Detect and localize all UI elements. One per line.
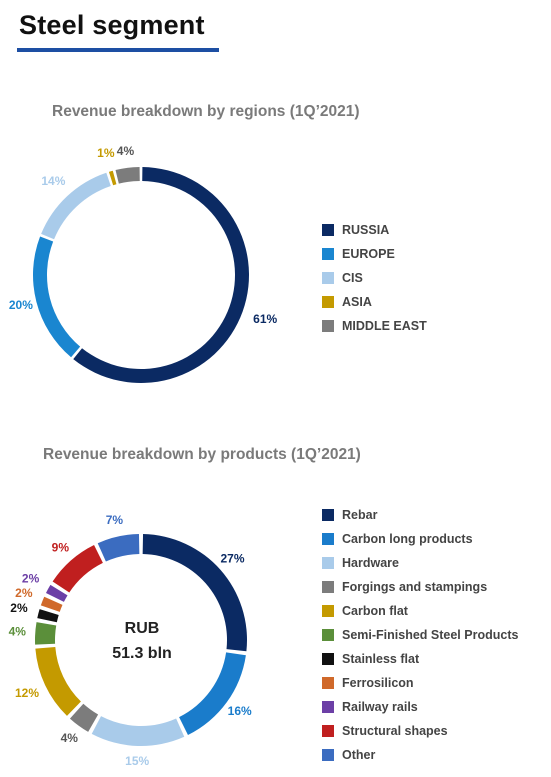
- products-slice-forgings-and-stampings: [69, 703, 99, 732]
- regions-legend-label: MIDDLE EAST: [342, 319, 427, 333]
- products-legend-item-hardware: Hardware: [322, 551, 518, 575]
- products-label-stainless-flat: 2%: [10, 601, 28, 615]
- regions-donut: 61% 20% 14% 1% 4%: [9, 144, 278, 383]
- products-slice-semi-finished-steel-products: [34, 622, 57, 645]
- regions-legend-item-europe: EUROPE: [322, 242, 427, 266]
- products-donut: 27%16%15%4%12%4%2%2%2%9%7%: [9, 513, 252, 768]
- regions-legend-swatch: [322, 296, 334, 308]
- products-legend-label: Forgings and stampings: [342, 580, 488, 594]
- products-label-hardware: 15%: [125, 754, 149, 768]
- products-legend-item-carbon-flat: Carbon flat: [322, 599, 518, 623]
- regions-legend-label: EUROPE: [342, 247, 395, 261]
- products-label-semi-finished-steel-products: 4%: [9, 624, 27, 638]
- regions-slice-europe: [32, 236, 81, 358]
- regions-legend-label: ASIA: [342, 295, 372, 309]
- regions-label-russia: 61%: [253, 312, 277, 326]
- products-label-carbon-flat: 12%: [15, 686, 39, 700]
- regions-legend-item-asia: ASIA: [322, 290, 427, 314]
- products-legend-swatch: [322, 653, 334, 665]
- regions-slice-russia: [73, 167, 250, 383]
- products-legend-swatch: [322, 749, 334, 761]
- regions-legend-swatch: [322, 248, 334, 260]
- regions-slice-asia: [108, 170, 117, 186]
- products-slice-structural-shapes: [52, 544, 103, 593]
- title-underline: [17, 48, 219, 52]
- products-label-structural-shapes: 9%: [52, 541, 70, 555]
- regions-legend-label: RUSSIA: [342, 223, 390, 237]
- products-legend-item-ferrosilicon: Ferrosilicon: [322, 671, 518, 695]
- products-legend-label: Ferrosilicon: [342, 676, 414, 690]
- products-legend-swatch: [322, 581, 334, 593]
- products-legend-label: Carbon long products: [342, 532, 473, 546]
- products-legend-swatch: [322, 677, 334, 689]
- products-slice-carbon-flat: [35, 647, 81, 716]
- products-legend-swatch: [322, 629, 334, 641]
- products-label-forgings-and-stampings: 4%: [61, 731, 79, 745]
- products-legend-item-carbon-long-products: Carbon long products: [322, 527, 518, 551]
- donut-center-currency: RUB: [124, 620, 160, 637]
- products-legend-swatch: [322, 557, 334, 569]
- products-legend-swatch: [322, 509, 334, 521]
- products-legend-label: Structural shapes: [342, 724, 448, 738]
- products-label-other: 7%: [106, 513, 124, 527]
- products-legend-label: Carbon flat: [342, 604, 408, 618]
- donut-center-total: 51.3 bln: [112, 645, 172, 662]
- products-legend-swatch: [322, 725, 334, 737]
- regions-legend-label: CIS: [342, 271, 363, 285]
- products-label-rebar: 27%: [220, 551, 244, 565]
- products-slice-stainless-flat: [37, 609, 59, 623]
- regions-label-asia: 1%: [97, 146, 115, 160]
- regions-slice-cis: [41, 172, 111, 240]
- regions-legend-item-russia: RUSSIA: [322, 218, 427, 242]
- regions-label-europe: 20%: [9, 298, 33, 312]
- regions-chart-title: Revenue breakdown by regions (1Q’2021): [52, 103, 360, 120]
- products-legend-label: Railway rails: [342, 700, 418, 714]
- products-legend-item-railway-rails: Railway rails: [322, 695, 518, 719]
- regions-legend-swatch: [322, 272, 334, 284]
- products-legend-label: Hardware: [342, 556, 399, 570]
- regions-legend-item-cis: CIS: [322, 266, 427, 290]
- products-label-railway-rails: 2%: [22, 571, 40, 585]
- regions-legend-item-middle-east: MIDDLE EAST: [322, 314, 427, 338]
- products-slice-hardware: [91, 716, 185, 746]
- products-label-carbon-long-products: 16%: [228, 704, 252, 718]
- regions-legend-swatch: [322, 224, 334, 236]
- products-legend-label: Other: [342, 748, 376, 762]
- products-label-ferrosilicon: 2%: [15, 586, 33, 600]
- regions-label-middle-east: 4%: [117, 144, 135, 158]
- products-legend-item-other: Other: [322, 743, 518, 767]
- regions-legend: RUSSIA EUROPE CIS ASIA MIDDLE EAST: [322, 218, 427, 338]
- regions-slice-middle-east: [115, 167, 140, 184]
- products-legend-item-semi-finished-steel-products: Semi-Finished Steel Products: [322, 623, 518, 647]
- products-legend: Rebar Carbon long products Hardware Forging…: [322, 503, 518, 767]
- products-legend-item-stainless-flat: Stainless flat: [322, 647, 518, 671]
- products-legend-label: Semi-Finished Steel Products: [342, 628, 519, 642]
- products-slice-other: [97, 534, 140, 562]
- products-legend-item-forgings-and-stampings: Forgings and stampings: [322, 575, 518, 599]
- products-slice-ferrosilicon: [40, 596, 63, 612]
- products-legend-item-rebar: Rebar: [322, 503, 518, 527]
- page-title: Steel segment: [19, 10, 205, 40]
- products-legend-swatch: [322, 701, 334, 713]
- regions-label-cis: 14%: [41, 174, 65, 188]
- products-legend-label: Stainless flat: [342, 652, 420, 666]
- products-slice-carbon-long-products: [179, 652, 246, 736]
- products-legend-label: Rebar: [342, 508, 378, 522]
- products-legend-swatch: [322, 605, 334, 617]
- products-legend-swatch: [322, 533, 334, 545]
- regions-legend-swatch: [322, 320, 334, 332]
- products-chart-title: Revenue breakdown by products (1Q’2021): [43, 446, 361, 463]
- products-slice-railway-rails: [45, 584, 68, 602]
- products-slice-rebar: [142, 534, 248, 652]
- products-legend-item-structural-shapes: Structural shapes: [322, 719, 518, 743]
